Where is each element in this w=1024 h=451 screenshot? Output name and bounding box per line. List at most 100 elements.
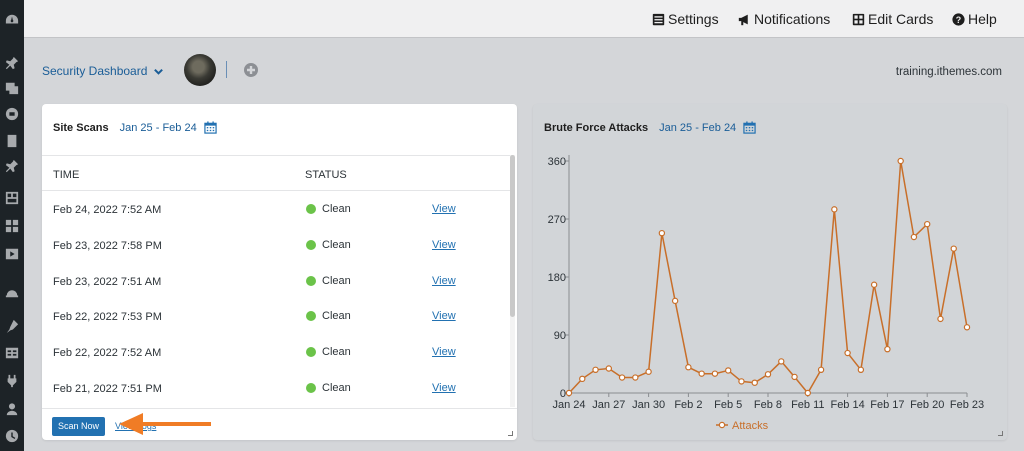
- help-icon: ?: [952, 12, 965, 26]
- data-point: [605, 365, 613, 372]
- table-row: Feb 22, 2022 7:53 PM Clean View: [42, 298, 510, 334]
- column-status: STATUS: [305, 169, 347, 181]
- users-icon[interactable]: [4, 401, 20, 417]
- scan-status: Clean: [322, 274, 351, 287]
- brute-force-header: Brute Force Attacks Jan 25 - Feb 24: [544, 121, 756, 134]
- view-link[interactable]: View: [432, 274, 456, 287]
- layout-icon[interactable]: [4, 190, 20, 206]
- settings-button[interactable]: Settings: [652, 11, 719, 27]
- view-link[interactable]: View: [432, 238, 456, 251]
- megaphone-icon: [738, 14, 748, 25]
- top-bar: Settings Notifications Edit Cards ? Help: [24, 0, 1024, 38]
- x-tick-label: Feb 14: [830, 399, 864, 411]
- data-point: [950, 245, 957, 252]
- scan-time: Feb 23, 2022 7:51 AM: [53, 275, 162, 288]
- chevron-down-icon: [154, 68, 164, 75]
- x-tick-label: Feb 17: [870, 399, 904, 411]
- scan-now-button[interactable]: Scan Now: [52, 417, 106, 436]
- y-tick-label: 360: [548, 156, 566, 168]
- data-point: [592, 366, 599, 373]
- data-point: [897, 157, 904, 165]
- media-icon[interactable]: [4, 80, 20, 96]
- data-point: [778, 358, 785, 365]
- view-link[interactable]: View: [432, 203, 456, 215]
- scan-status: Clean: [322, 381, 351, 394]
- view-link[interactable]: View: [432, 310, 456, 323]
- settings-icon: [652, 13, 665, 25]
- table-row: Feb 23, 2022 7:58 PM Clean View: [42, 227, 510, 263]
- dashboard-icon[interactable]: [4, 12, 20, 28]
- scans-table: TIME STATUS Feb 24, 2022 7:52 AM Clean V…: [42, 155, 510, 406]
- pages-icon[interactable]: [4, 133, 20, 149]
- security-icon[interactable]: [4, 106, 20, 122]
- data-point: [658, 229, 666, 237]
- ithemes-icon[interactable]: [4, 284, 20, 300]
- site-scans-title: Site Scans: [53, 121, 109, 134]
- edit-cards-button[interactable]: Edit Cards: [852, 11, 933, 27]
- settings-label: Settings: [668, 11, 719, 27]
- help-label: Help: [968, 11, 997, 27]
- site-url: training.ithemes.com: [895, 66, 1002, 78]
- dashboard-selector[interactable]: Security Dashboard: [42, 64, 164, 78]
- x-tick-label: Feb 11: [791, 399, 824, 411]
- scan-time: Feb 24, 2022 7:52 AM: [53, 204, 162, 216]
- data-point: [618, 374, 626, 381]
- pin-icon[interactable]: [4, 55, 20, 71]
- column-time: TIME: [53, 169, 80, 181]
- table-row: Feb 21, 2022 7:51 PM Clean View: [42, 370, 510, 406]
- calendar-icon[interactable]: [743, 121, 756, 134]
- data-point: [685, 364, 692, 371]
- table-row: Feb 24, 2022 7:52 AM Clean View: [42, 191, 510, 227]
- data-point: [804, 389, 811, 397]
- site-scans-footer: Scan Now View Logs: [42, 408, 517, 440]
- add-dashboard-button[interactable]: [244, 63, 258, 77]
- svg-text:?: ?: [956, 14, 961, 24]
- legend-label: Attacks: [732, 420, 769, 432]
- x-tick-label: Feb 5: [714, 399, 742, 411]
- separator: [226, 61, 227, 78]
- x-tick-label: Jan 24: [552, 399, 585, 411]
- scan-status: Clean: [322, 310, 351, 323]
- legend-marker: [718, 421, 726, 429]
- scans-scrollbar[interactable]: [510, 155, 515, 407]
- calendar-icon[interactable]: [204, 121, 217, 134]
- appearance-icon[interactable]: [4, 318, 20, 334]
- data-point: [884, 345, 891, 353]
- site-scans-header: Site Scans Jan 25 - Feb 24: [53, 121, 217, 134]
- data-point: [963, 324, 971, 331]
- status-dot: [306, 347, 316, 358]
- site-scans-card: Site Scans Jan 25 - Feb 24 TIME STATUS F…: [42, 104, 517, 440]
- blocks-icon[interactable]: [4, 218, 20, 234]
- video-icon[interactable]: [4, 246, 20, 262]
- edit-cards-icon: [852, 13, 865, 25]
- scan-time: Feb 22, 2022 7:52 AM: [53, 347, 162, 360]
- attacks-line: [568, 160, 968, 395]
- data-point: [698, 370, 705, 377]
- admin-sidebar: [0, 0, 24, 451]
- site-scans-date-range[interactable]: Jan 25 - Feb 24: [119, 121, 197, 134]
- scan-time: Feb 21, 2022 7:51 PM: [53, 382, 162, 395]
- scrollbar-thumb[interactable]: [510, 155, 515, 317]
- brute-force-date-range[interactable]: Jan 25 - Feb 24: [659, 121, 737, 134]
- data-point: [870, 281, 878, 288]
- plugins-icon[interactable]: [4, 373, 20, 389]
- edit-cards-label: Edit Cards: [868, 11, 934, 27]
- help-button[interactable]: ? Help: [952, 11, 997, 27]
- x-tick-label: Feb 8: [754, 399, 782, 411]
- notifications-button[interactable]: Notifications: [738, 11, 830, 27]
- data-point: [844, 349, 851, 357]
- table-icon[interactable]: [4, 345, 20, 361]
- data-point: [724, 367, 732, 374]
- brute-force-chart: 0 90 180 270 360 Jan 24 Jan 27 Jan 30 Feb 2 Feb 5…: [548, 155, 984, 432]
- scan-status: Clean: [322, 346, 351, 359]
- data-point: [857, 366, 865, 373]
- comments-icon[interactable]: [4, 158, 20, 174]
- view-link[interactable]: View: [432, 346, 456, 359]
- scans-table-header: TIME STATUS: [42, 155, 510, 191]
- user-avatar[interactable]: [184, 54, 216, 86]
- clock-icon[interactable]: [4, 428, 20, 444]
- resize-handle[interactable]: [508, 431, 513, 436]
- resize-handle[interactable]: [998, 431, 1003, 436]
- view-link[interactable]: View: [432, 381, 456, 394]
- data-point: [937, 315, 944, 323]
